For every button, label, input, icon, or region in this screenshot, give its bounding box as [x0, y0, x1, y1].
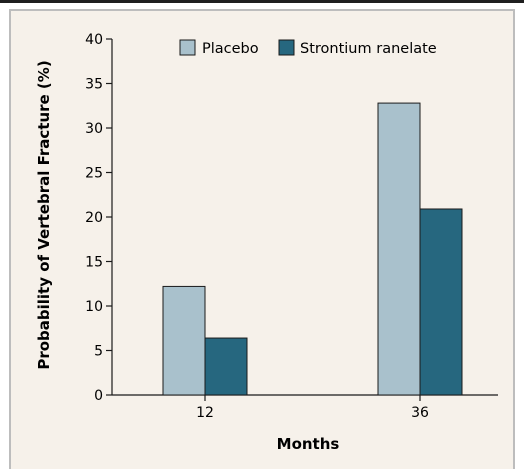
- y-tick-label-15: 15: [85, 255, 103, 271]
- y-tick-label-10: 10: [85, 299, 103, 315]
- y-tick-label-20: 20: [85, 210, 103, 226]
- top-rule: [0, 0, 524, 3]
- x-tick-label-12: 12: [196, 405, 214, 421]
- legend-swatch-placebo: [179, 39, 196, 56]
- bar-strontium-ranelate-36: [419, 208, 463, 396]
- x-axis-title: Months: [277, 435, 340, 453]
- bars: [162, 102, 463, 396]
- bar-strontium-ranelate-12: [204, 337, 248, 396]
- y-axis: 0 5 10 15 20 25 30 35 40: [85, 32, 113, 404]
- y-axis-title: Probability of Vertebral Fracture (%): [35, 60, 53, 369]
- legend: Placebo Strontium ranelate: [179, 39, 437, 57]
- y-tick-label-0: 0: [94, 388, 103, 404]
- y-tick-label-40: 40: [85, 32, 103, 48]
- legend-label-strontium-ranelate: Strontium ranelate: [300, 41, 437, 57]
- bar-placebo-12: [162, 285, 206, 396]
- legend-label-placebo: Placebo: [202, 41, 259, 57]
- x-tick-label-36: 36: [411, 405, 429, 421]
- x-axis: 12 36: [112, 394, 498, 421]
- y-tick-label-35: 35: [85, 77, 103, 93]
- y-tick-label-30: 30: [85, 121, 103, 137]
- y-tick-label-25: 25: [85, 166, 103, 182]
- y-tick-label-5: 5: [94, 344, 103, 360]
- bar-placebo-36: [377, 102, 421, 396]
- legend-swatch-strontium-ranelate: [278, 39, 295, 56]
